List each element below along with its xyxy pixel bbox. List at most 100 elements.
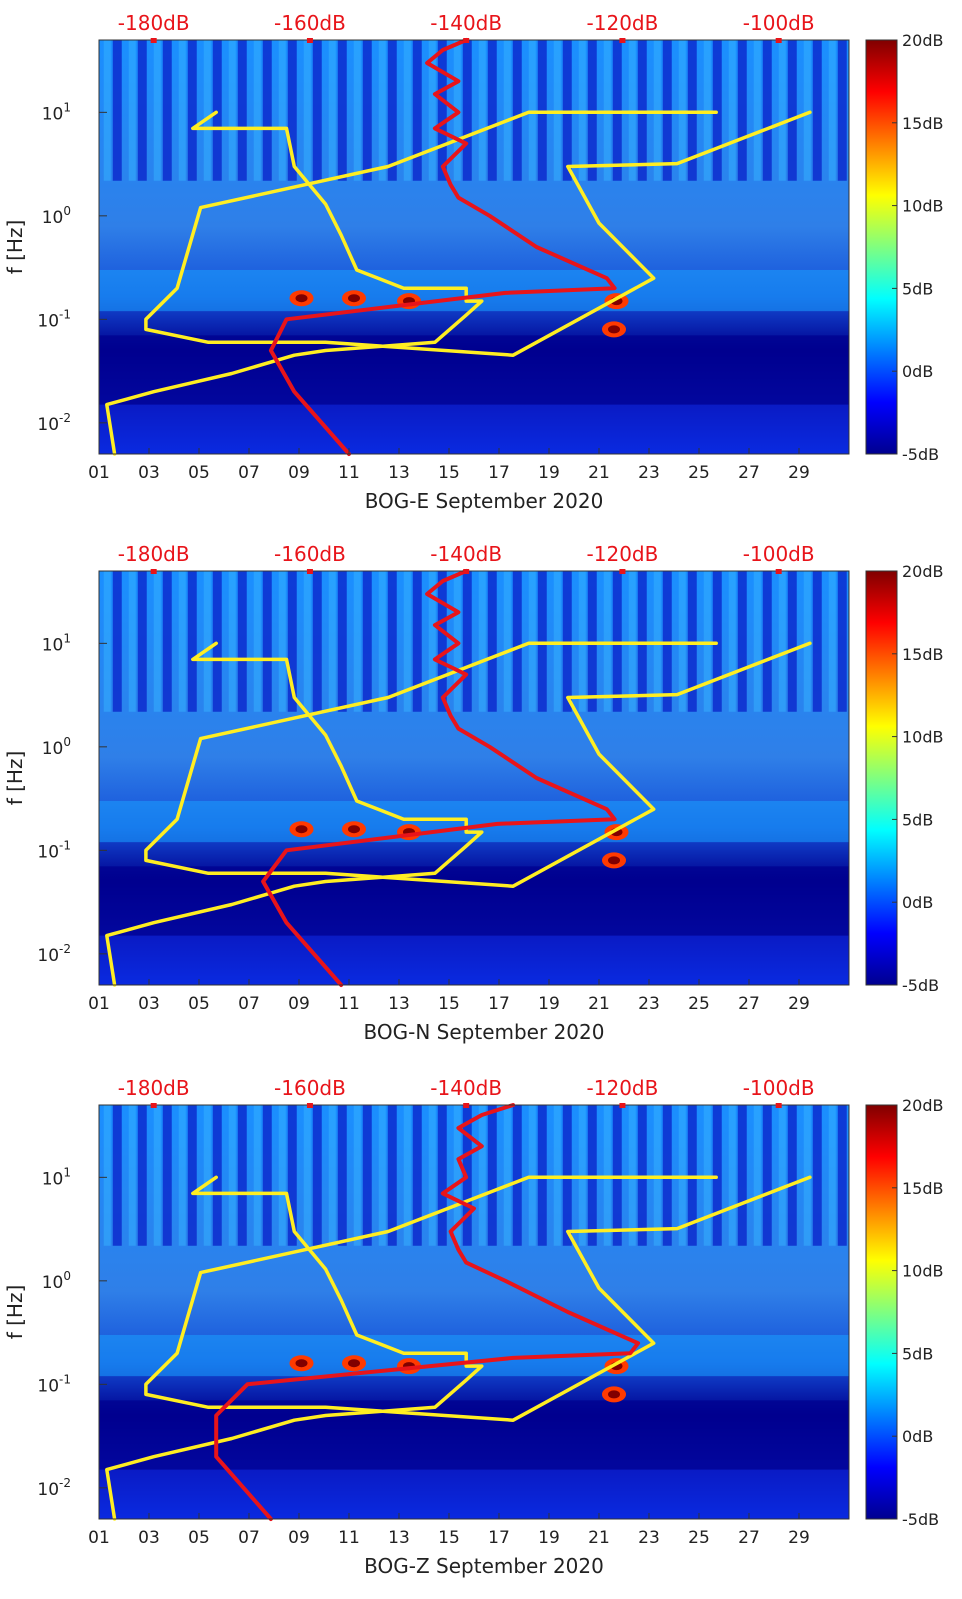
- x-tick-label: 21: [588, 463, 610, 483]
- stripe-light: [628, 40, 636, 181]
- stripe-dark: [287, 1105, 297, 1246]
- top-db-tick: [306, 569, 313, 574]
- series-psd-median: [261, 569, 617, 987]
- stripe-light: [103, 571, 111, 712]
- x-axis: 01 03 05 07 09 11 13 15 17 19 21 23 25 27 29 BOG-Z Sept…: [88, 1513, 810, 1578]
- stripe-dark: [662, 571, 672, 712]
- spectrogram-stripes: [103, 1105, 847, 1246]
- x-tick-label: 25: [688, 994, 710, 1014]
- stripe-light: [478, 1105, 486, 1246]
- y-tick-exponent: 0: [63, 204, 71, 218]
- y-tick-label: 100: [42, 204, 71, 228]
- x-tick-label: 07: [238, 994, 260, 1014]
- series-noise-model-high: [144, 1175, 812, 1422]
- stripe-dark: [612, 571, 622, 712]
- stripe-dark: [112, 1105, 122, 1246]
- x-tick-label: 17: [488, 1528, 510, 1548]
- stripe-light: [303, 40, 311, 181]
- stripe-light: [303, 1105, 311, 1246]
- stripe-light: [578, 40, 586, 181]
- stripe-dark: [737, 571, 747, 712]
- stripe-dark: [112, 571, 122, 712]
- hot-spot-core: [295, 825, 308, 834]
- stripe-light: [353, 571, 361, 712]
- hot-spot-core: [608, 325, 620, 334]
- stripe-light: [428, 1105, 436, 1246]
- stripe-light: [253, 571, 261, 712]
- stripe-light: [128, 571, 136, 712]
- colorbar-label: 0dB: [902, 893, 933, 912]
- stripe-light: [778, 1105, 786, 1246]
- stripe-light: [628, 1105, 636, 1246]
- hot-spot-core: [608, 1390, 620, 1399]
- x-tick-label: 13: [388, 463, 410, 483]
- stripe-light: [328, 1105, 336, 1246]
- hot-spot-core: [608, 856, 620, 865]
- top-db-label: -120dB: [587, 542, 659, 566]
- stripe-light: [153, 571, 161, 712]
- colorbar-label: 5dB: [902, 1344, 933, 1363]
- y-axis-title: f [Hz]: [3, 1285, 27, 1340]
- stripe-dark: [287, 40, 297, 181]
- stripe-light: [803, 571, 811, 712]
- x-tick-label: 19: [538, 463, 560, 483]
- top-db-tick: [306, 38, 313, 43]
- band-glow: [99, 269, 849, 312]
- stripe-light: [753, 1105, 761, 1246]
- top-db-label: -180dB: [118, 542, 190, 566]
- x-tick-label: 19: [538, 994, 560, 1014]
- stripe-dark: [512, 1105, 522, 1246]
- y-tick-label: 100: [42, 1269, 71, 1293]
- stripe-light: [253, 1105, 261, 1246]
- stripe-light: [178, 571, 186, 712]
- stripe-dark: [762, 1105, 772, 1246]
- stripe-light: [728, 1105, 736, 1246]
- y-tick-label: 101: [42, 100, 71, 124]
- lowfreq-band: [99, 1400, 849, 1470]
- stripe-dark: [237, 1105, 247, 1246]
- stripe-light: [453, 1105, 461, 1246]
- x-tick-label: 17: [488, 994, 510, 1014]
- stripe-light: [353, 40, 361, 181]
- stripe-light: [528, 40, 536, 181]
- stripe-light: [203, 40, 211, 181]
- stripe-dark: [437, 1105, 447, 1246]
- colorbar-label: 20dB: [902, 31, 944, 50]
- top-db-label: -100dB: [743, 542, 815, 566]
- stripe-dark: [662, 1105, 672, 1246]
- stripe-dark: [687, 1105, 697, 1246]
- spectrogram-stripes: [103, 40, 847, 181]
- y-tick-exponent: -2: [59, 942, 71, 956]
- colorbar-label: 20dB: [902, 562, 944, 581]
- stripe-dark: [462, 571, 472, 712]
- series-noise-model-high: [144, 641, 812, 888]
- stripe-dark: [337, 40, 347, 181]
- series-noise-model-low: [105, 1175, 484, 1521]
- stripe-light: [803, 40, 811, 181]
- stripe-dark: [237, 40, 247, 181]
- stripe-dark: [787, 1105, 797, 1246]
- x-tick-label: 01: [88, 463, 110, 483]
- x-tick-label: 23: [638, 994, 660, 1014]
- stripe-light: [678, 1105, 686, 1246]
- top-db-tick: [150, 1103, 157, 1108]
- stripe-light: [778, 571, 786, 712]
- stripe-dark: [537, 1105, 547, 1246]
- stripe-dark: [562, 1105, 572, 1246]
- stripe-light: [353, 1105, 361, 1246]
- stripe-light: [603, 40, 611, 181]
- stripe-dark: [787, 40, 797, 181]
- top-db-tick: [775, 569, 782, 574]
- series-psd-median: [268, 38, 617, 456]
- stripe-dark: [837, 571, 847, 712]
- x-tick-label: 09: [288, 1528, 310, 1548]
- x-tick-label: 29: [788, 1528, 810, 1548]
- colorbar-label: 0dB: [902, 1427, 933, 1446]
- x-tick-label: 25: [688, 1528, 710, 1548]
- y-tick-label: 10-1: [37, 838, 71, 862]
- stripe-dark: [562, 571, 572, 712]
- stripe-light: [153, 40, 161, 181]
